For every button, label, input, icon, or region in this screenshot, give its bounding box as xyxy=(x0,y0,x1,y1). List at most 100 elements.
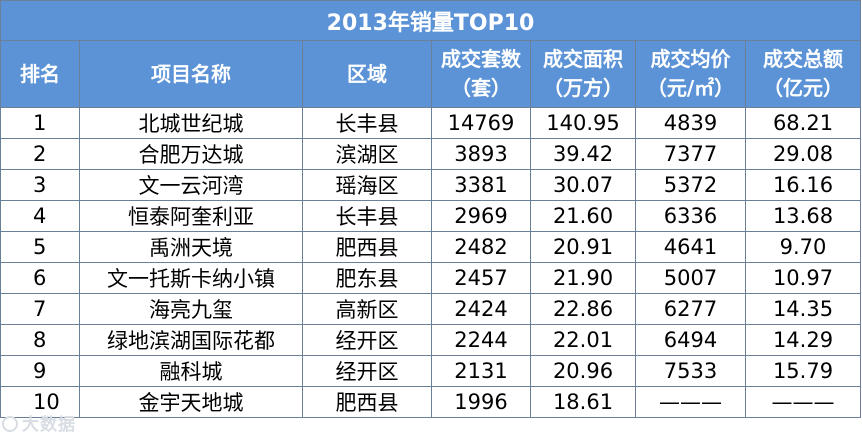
area-cell: 39.42 xyxy=(530,138,636,170)
units-cell: 2969 xyxy=(431,200,531,232)
price-cell: 5007 xyxy=(635,262,746,294)
district-cell: 经开区 xyxy=(302,324,432,356)
district-cell: 高新区 xyxy=(302,293,432,325)
column-header-label: 成交均价 xyxy=(650,47,731,71)
watermark-text: 大数据 xyxy=(22,415,76,435)
price-cell: 4641 xyxy=(635,231,746,263)
total-cell: 9.70 xyxy=(745,231,861,263)
column-header-label: 成交套数 xyxy=(441,47,521,71)
column-header-label: 项目名称 xyxy=(151,61,231,86)
district-cell: 瑶海区 xyxy=(302,169,432,201)
units-cell: 2482 xyxy=(431,231,531,263)
column-header-label: 区域 xyxy=(347,61,387,86)
project-name-cell: 金宇天地城 xyxy=(79,386,303,418)
column-header-rank: 排名 xyxy=(0,40,80,108)
price-cell: 4839 xyxy=(635,107,746,139)
column-header-unit: （套） xyxy=(451,76,511,100)
table-row: 5 禹洲天境 肥西县 2482 20.91 4641 9.70 xyxy=(0,231,861,263)
area-cell: 21.60 xyxy=(530,200,636,232)
price-cell: 5372 xyxy=(635,169,746,201)
total-cell: 13.68 xyxy=(745,200,861,232)
column-header-unit: （万方） xyxy=(543,76,623,100)
table-title: 2013年销量TOP10 xyxy=(0,0,861,41)
district-cell: 肥东县 xyxy=(302,262,432,294)
price-cell: 7377 xyxy=(635,138,746,170)
table-row: 2 合肥万达城 滨湖区 3893 39.42 7377 29.08 xyxy=(0,138,861,170)
district-cell: 经开区 xyxy=(302,355,432,387)
watermark: 大数据 xyxy=(2,410,76,435)
total-cell: 15.79 xyxy=(745,355,861,387)
table-row: 4 恒泰阿奎利亚 长丰县 2969 21.60 6336 13.68 xyxy=(0,200,861,232)
area-cell: 20.96 xyxy=(530,355,636,387)
project-name-cell: 禹洲天境 xyxy=(79,231,303,263)
total-cell: 14.29 xyxy=(745,324,861,356)
project-name-cell: 绿地滨湖国际花都 xyxy=(79,324,303,356)
sales-ranking-table: 2013年销量TOP10 排名 项目名称 区域 成交套数 （套） 成交面积 （万方） 成交均价… xyxy=(0,0,861,418)
header-row: 排名 项目名称 区域 成交套数 （套） 成交面积 （万方） 成交均价 （元/㎡） 成交总额 （亿元） xyxy=(0,40,861,108)
column-header-units: 成交套数 （套） xyxy=(431,40,531,108)
rank-cell: 9 xyxy=(0,355,80,387)
rank-cell: 5 xyxy=(0,231,80,263)
project-name-cell: 合肥万达城 xyxy=(79,138,303,170)
area-cell: 30.07 xyxy=(530,169,636,201)
total-cell: 10.97 xyxy=(745,262,861,294)
units-cell: 1996 xyxy=(431,386,531,418)
table-body: 1 北城世纪城 长丰县 14769 140.95 4839 68.21 2 合肥万达城 滨湖区 38… xyxy=(0,107,861,418)
district-cell: 滨湖区 xyxy=(302,138,432,170)
price-cell: 6277 xyxy=(635,293,746,325)
rank-cell: 3 xyxy=(0,169,80,201)
total-cell: ——— xyxy=(745,386,861,418)
area-cell: 22.86 xyxy=(530,293,636,325)
rank-cell: 4 xyxy=(0,200,80,232)
district-cell: 肥西县 xyxy=(302,386,432,418)
price-cell: 7533 xyxy=(635,355,746,387)
watermark-logo-icon xyxy=(2,416,18,432)
units-cell: 14769 xyxy=(431,107,531,139)
project-name-cell: 海亮九玺 xyxy=(79,293,303,325)
column-header-area: 成交面积 （万方） xyxy=(530,40,636,108)
table-row: 8 绿地滨湖国际花都 经开区 2244 22.01 6494 14.29 xyxy=(0,324,861,356)
units-cell: 3893 xyxy=(431,138,531,170)
project-name-cell: 文一云河湾 xyxy=(79,169,303,201)
area-cell: 140.95 xyxy=(530,107,636,139)
units-cell: 2244 xyxy=(431,324,531,356)
total-cell: 68.21 xyxy=(745,107,861,139)
column-header-total: 成交总额 （亿元） xyxy=(745,40,861,108)
price-cell: 6336 xyxy=(635,200,746,232)
district-cell: 长丰县 xyxy=(302,200,432,232)
rank-cell: 6 xyxy=(0,262,80,294)
table-row: 6 文一托斯卡纳小镇 肥东县 2457 21.90 5007 10.97 xyxy=(0,262,861,294)
rank-cell: 8 xyxy=(0,324,80,356)
area-cell: 21.90 xyxy=(530,262,636,294)
district-cell: 长丰县 xyxy=(302,107,432,139)
area-cell: 18.61 xyxy=(530,386,636,418)
column-header-price: 成交均价 （元/㎡） xyxy=(635,40,746,108)
district-cell: 肥西县 xyxy=(302,231,432,263)
column-header-district: 区域 xyxy=(302,40,432,108)
table-row: 9 融科城 经开区 2131 20.96 7533 15.79 xyxy=(0,355,861,387)
total-cell: 16.16 xyxy=(745,169,861,201)
area-cell: 20.91 xyxy=(530,231,636,263)
table-row: 3 文一云河湾 瑶海区 3381 30.07 5372 16.16 xyxy=(0,169,861,201)
project-name-cell: 北城世纪城 xyxy=(79,107,303,139)
column-header-project-name: 项目名称 xyxy=(79,40,303,108)
area-cell: 22.01 xyxy=(530,324,636,356)
column-header-unit: （元/㎡） xyxy=(646,76,735,100)
project-name-cell: 文一托斯卡纳小镇 xyxy=(79,262,303,294)
column-header-label: 成交面积 xyxy=(543,47,623,71)
project-name-cell: 融科城 xyxy=(79,355,303,387)
table-row: 1 北城世纪城 长丰县 14769 140.95 4839 68.21 xyxy=(0,107,861,139)
column-header-unit: （亿元） xyxy=(763,76,843,100)
units-cell: 2424 xyxy=(431,293,531,325)
total-cell: 29.08 xyxy=(745,138,861,170)
units-cell: 2131 xyxy=(431,355,531,387)
table-row: 10 金宇天地城 肥西县 1996 18.61 ——— ——— xyxy=(0,386,861,418)
column-header-label: 成交总额 xyxy=(763,47,843,71)
table-row: 7 海亮九玺 高新区 2424 22.86 6277 14.35 xyxy=(0,293,861,325)
rank-cell: 2 xyxy=(0,138,80,170)
units-cell: 3381 xyxy=(431,169,531,201)
rank-cell: 10 xyxy=(0,386,80,418)
title-row: 2013年销量TOP10 xyxy=(0,0,861,41)
column-header-label: 排名 xyxy=(20,61,60,86)
price-cell: ——— xyxy=(635,386,746,418)
